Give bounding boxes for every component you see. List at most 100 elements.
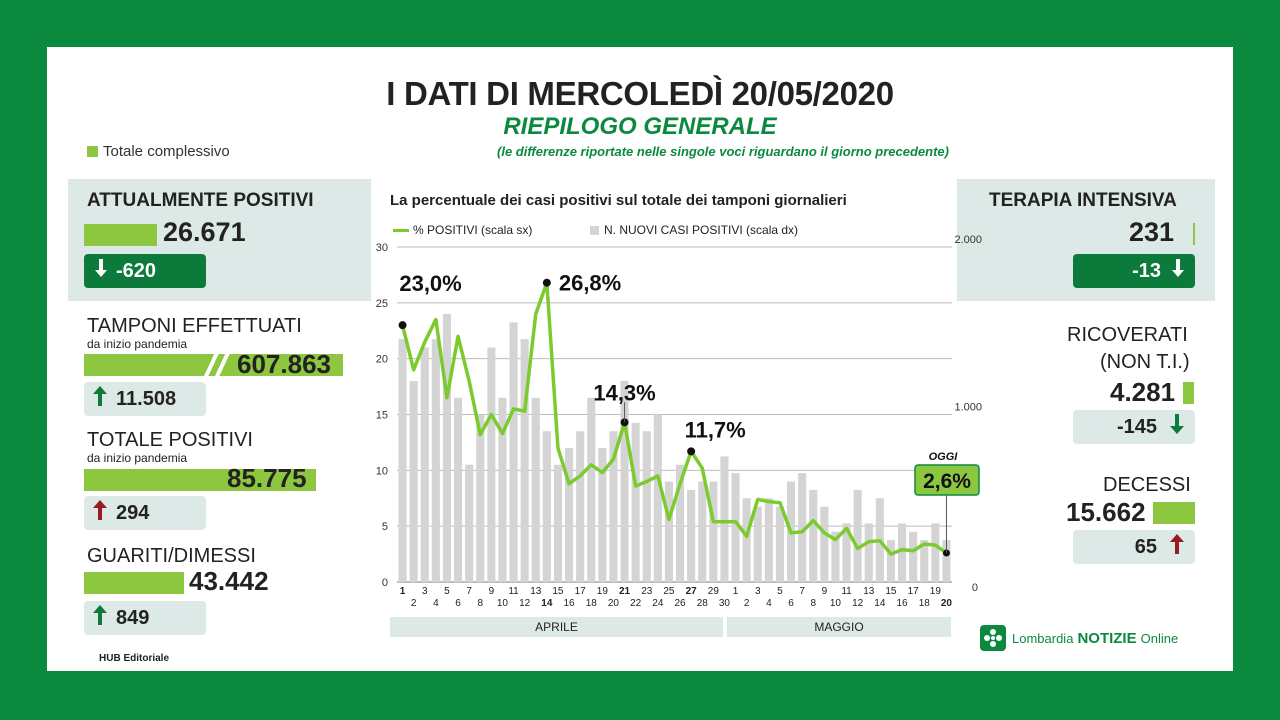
bar	[787, 481, 796, 582]
guariti-value: 43.442	[189, 566, 269, 596]
bar	[886, 540, 895, 582]
bar-legend-icon	[590, 225, 599, 235]
bar	[909, 531, 918, 582]
bar	[498, 397, 507, 582]
bar	[598, 448, 607, 582]
callout-label: 11,7%	[685, 417, 746, 442]
total-legend-label: Totale complessivo	[103, 143, 230, 160]
x-tick-label: 13	[863, 586, 875, 597]
month-april: APRILE	[390, 617, 723, 637]
guariti-diff: 849	[84, 601, 206, 635]
bar	[842, 523, 851, 582]
bar	[764, 498, 773, 582]
x-tick-label: 7	[799, 586, 805, 597]
arrow-down-icon	[1171, 258, 1185, 284]
x-tick-label: 20	[941, 598, 953, 609]
y-tick-left: 10	[376, 465, 388, 477]
bar	[753, 506, 762, 582]
bar	[420, 347, 429, 582]
x-tick-label: 10	[497, 598, 509, 609]
bar	[875, 498, 884, 582]
x-tick-label: 6	[455, 598, 461, 609]
bar	[853, 489, 862, 582]
page-subtitle: RIEPILOGO GENERALE	[503, 113, 777, 140]
bar	[487, 347, 496, 582]
bar	[409, 381, 418, 582]
legend-cases-label: N. NUOVI CASI POSITIVI (scala dx)	[604, 223, 799, 237]
x-tick-label: 21	[619, 586, 631, 597]
x-tick-label: 3	[422, 586, 428, 597]
bar	[454, 397, 463, 582]
x-tick-label: 14	[541, 598, 553, 609]
legend-percent: % POSITIVI (scala sx)	[393, 223, 532, 237]
tamponi-bar	[84, 354, 343, 376]
bar	[609, 431, 618, 582]
x-tick-label: 28	[697, 598, 709, 609]
x-tick-label: 3	[755, 586, 761, 597]
bar	[565, 448, 574, 582]
ricoverati-value: 4.281	[1110, 377, 1176, 407]
bar	[653, 414, 662, 582]
x-tick-label: 19	[930, 586, 942, 597]
callout-label: 23,0%	[399, 271, 461, 296]
today-value: 2,6%	[923, 470, 971, 493]
chart-title: La percentuale dei casi positivi sul tot…	[390, 192, 847, 209]
x-tick-label: 12	[852, 598, 864, 609]
ricoverati-label: RICOVERATI	[1067, 324, 1188, 346]
total-legend: Totale complessivo	[87, 143, 230, 160]
bar	[809, 489, 818, 582]
bar	[931, 523, 940, 582]
bar	[775, 506, 784, 582]
bar	[576, 431, 585, 582]
decessi-diff-value: 65	[1134, 535, 1157, 558]
x-tick-label: 8	[810, 598, 816, 609]
x-tick-label: 17	[575, 586, 587, 597]
tamponi-sub: da inizio pandemia	[87, 337, 188, 351]
x-tick-label: 4	[433, 598, 439, 609]
callout-dot	[398, 321, 407, 330]
bar	[587, 397, 596, 582]
today-dot	[942, 549, 950, 557]
x-tick-label: 24	[652, 598, 664, 609]
tamponi-label: TAMPONI EFFETTUATI	[87, 315, 302, 337]
x-tick-label: 29	[708, 586, 720, 597]
x-tick-label: 22	[630, 598, 642, 609]
x-tick-label: 4	[766, 598, 772, 609]
bar	[398, 339, 407, 582]
x-tick-label: 15	[552, 586, 564, 597]
bar	[542, 431, 551, 582]
arrow-up-icon	[92, 499, 108, 527]
page-note: (le differenze riportate nelle singole v…	[497, 144, 949, 159]
lombardia-logo-icon	[980, 625, 1006, 651]
today-label: OGGI	[929, 451, 959, 463]
bar	[509, 322, 518, 582]
x-tick-label: 15	[885, 586, 897, 597]
totale-bar	[84, 469, 316, 491]
x-tick-label: 9	[822, 586, 828, 597]
bar	[476, 414, 485, 582]
line-legend-icon	[393, 228, 409, 232]
x-tick-label: 12	[519, 598, 531, 609]
ricoverati-bar	[1183, 382, 1194, 404]
bar	[642, 431, 651, 582]
x-tick-label: 11	[508, 586, 519, 597]
x-tick-label: 13	[530, 586, 542, 597]
x-tick-label: 27	[686, 586, 698, 597]
y-tick-left: 25	[376, 298, 388, 310]
bar	[442, 314, 451, 582]
arrow-down-icon	[1169, 413, 1185, 441]
month-may: MAGGIO	[727, 617, 951, 637]
bar	[720, 456, 729, 582]
bar	[831, 531, 840, 582]
terapia-value: 231	[1129, 217, 1175, 247]
percent-line	[400, 280, 948, 556]
green-square-icon	[87, 146, 98, 157]
attualmente-label: ATTUALMENTE POSITIVI	[87, 190, 314, 211]
totale-diff-value: 294	[116, 501, 150, 524]
x-tick-label: 26	[674, 598, 686, 609]
guariti-diff-value: 849	[116, 606, 150, 629]
x-tick-label: 20	[608, 598, 620, 609]
bar	[798, 473, 807, 582]
decessi-diff: 65	[1073, 530, 1195, 564]
bar	[631, 422, 640, 582]
